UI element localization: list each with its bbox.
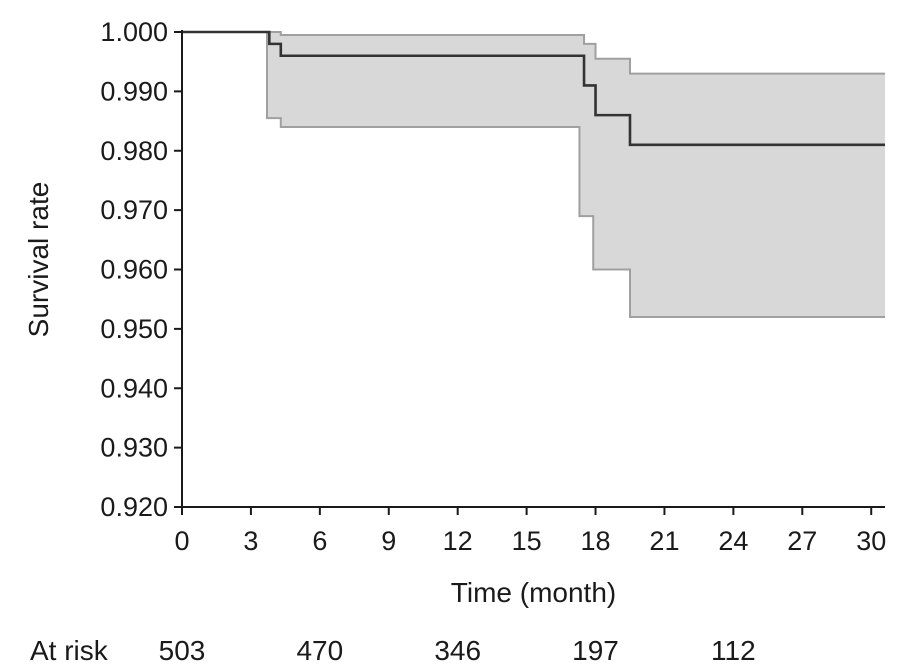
x-tick-label: 15	[512, 526, 542, 556]
at-risk-value: 112	[711, 635, 756, 666]
y-tick-label: 0.970	[100, 195, 168, 225]
at-risk-value: 197	[572, 635, 619, 666]
plot-area: 0.920 0.930 0.940 0.950 0.960 0.970 0.980 0.990…	[23, 17, 886, 666]
y-tick-label: 0.940	[100, 373, 168, 403]
x-axis-title: Time (month)	[451, 577, 616, 608]
at-risk-value: 503	[159, 635, 206, 666]
y-tick-label: 1.000	[100, 17, 168, 47]
x-tick-label: 0	[174, 526, 189, 556]
confidence-band	[182, 32, 885, 317]
x-tick-label: 18	[581, 526, 611, 556]
y-tick-label: 0.920	[100, 492, 168, 522]
x-tick-label: 12	[443, 526, 473, 556]
y-tick-label: 0.990	[100, 76, 168, 106]
y-axis-title: Survival rate	[23, 182, 54, 338]
upper-ci-line	[182, 31, 885, 75]
y-tick-label: 0.930	[100, 433, 168, 463]
x-tick-label: 24	[718, 526, 748, 556]
at-risk-label: At risk	[30, 635, 109, 666]
lower-ci-line	[182, 31, 885, 318]
survival-curve-line	[182, 30, 885, 147]
y-tick-label: 0.960	[100, 255, 168, 285]
y-tick-label: 0.950	[100, 314, 168, 344]
x-tick-label: 27	[787, 526, 817, 556]
x-tick-label: 30	[856, 526, 886, 556]
x-tick-label: 6	[312, 526, 327, 556]
x-tick-label: 3	[243, 526, 258, 556]
at-risk-value: 470	[296, 635, 343, 666]
x-tick-label: 21	[649, 526, 679, 556]
y-tick-label: 0.980	[100, 136, 168, 166]
x-tick-label: 9	[381, 526, 396, 556]
at-risk-value: 346	[434, 635, 481, 666]
